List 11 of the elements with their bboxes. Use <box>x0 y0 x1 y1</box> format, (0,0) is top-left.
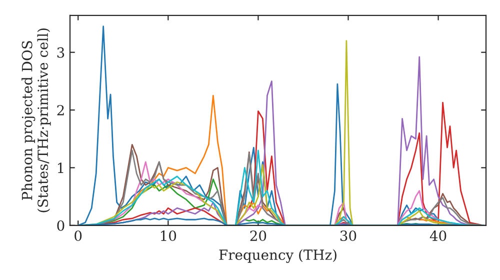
y-tick-label: 1 <box>58 162 64 173</box>
x-tick-label: 10 <box>161 230 176 242</box>
x-tick-label: 40 <box>430 230 446 242</box>
y-tick-label: 2 <box>57 104 64 116</box>
y-tick-label: 3 <box>57 47 64 58</box>
x-tick-label: 0 <box>74 230 82 242</box>
y-axis-title: Phonon projected DOS (States/THz·primitive cell) <box>22 28 51 212</box>
x-axis-title: Frequency (THz) <box>219 249 336 263</box>
x-tick-label: 20 <box>250 230 266 242</box>
y-tick-label: 0 <box>57 220 64 231</box>
x-tick-label: 30 <box>340 230 356 242</box>
